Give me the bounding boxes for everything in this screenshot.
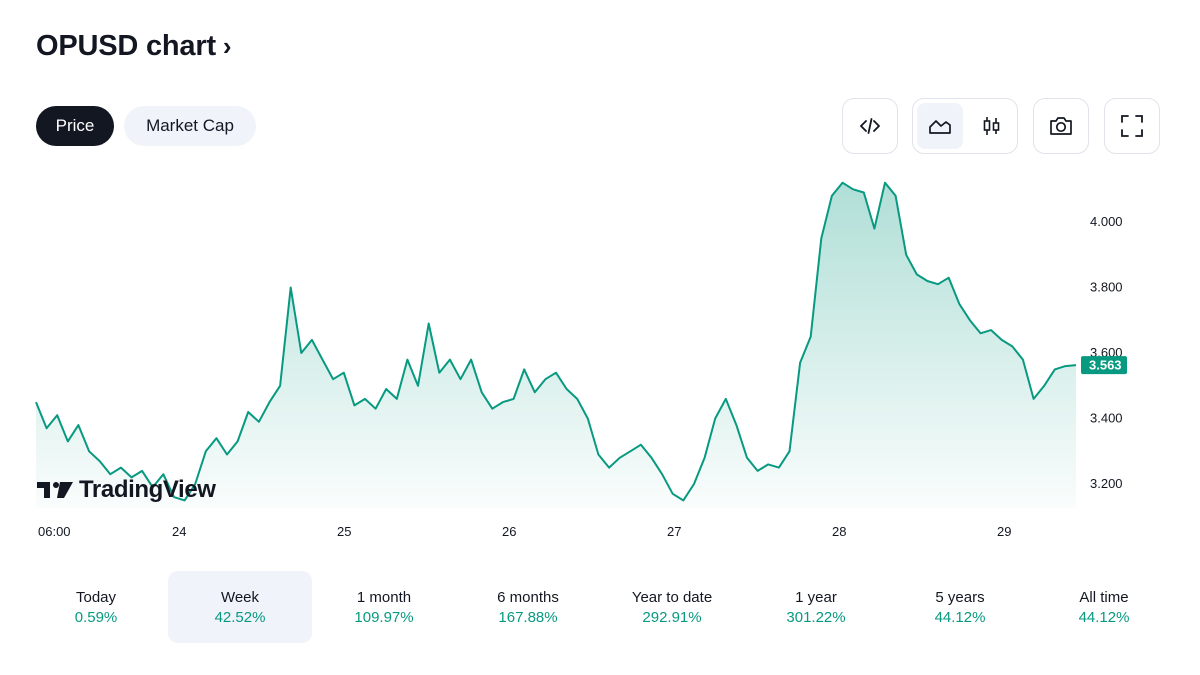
snapshot-button[interactable] bbox=[1033, 98, 1089, 154]
period-change: 44.12% bbox=[1078, 608, 1130, 626]
period-change: 109.97% bbox=[354, 608, 414, 626]
x-tick-label: 06:00 bbox=[38, 524, 71, 539]
x-tick-label: 24 bbox=[172, 524, 186, 539]
period-label: All time bbox=[1079, 588, 1129, 606]
period-label: Today bbox=[75, 588, 117, 606]
x-tick-label: 26 bbox=[502, 524, 516, 539]
period-label: 6 months bbox=[497, 588, 559, 606]
period-change: 167.88% bbox=[498, 608, 558, 626]
tab-price[interactable]: Price bbox=[36, 106, 114, 146]
tradingview-wordmark: TradingView bbox=[79, 476, 216, 503]
price-area-fill bbox=[36, 182, 1076, 508]
area-chart-button[interactable] bbox=[917, 103, 963, 149]
period-today[interactable]: Today 0.59% bbox=[24, 571, 168, 643]
period-change: 42.52% bbox=[214, 608, 266, 626]
period-change: 44.12% bbox=[934, 608, 986, 626]
page-title[interactable]: OPUSD chart › bbox=[36, 30, 232, 63]
y-tick-label: 3.800 bbox=[1090, 280, 1123, 295]
last-price-label: 3.563 bbox=[1089, 358, 1122, 373]
page-title-text[interactable]: OPUSD chart bbox=[36, 30, 216, 62]
tradingview-logo-icon bbox=[37, 482, 73, 498]
x-axis: 06:00 24 25 26 27 28 29 bbox=[38, 524, 1011, 539]
price-line bbox=[35, 181, 1077, 502]
y-tick-label: 3.400 bbox=[1090, 411, 1123, 426]
last-price-tag: 3.563 bbox=[1081, 356, 1127, 375]
period-change: 301.22% bbox=[786, 608, 846, 626]
period-change: 292.91% bbox=[642, 608, 702, 626]
period-5-years[interactable]: 5 years 44.12% bbox=[888, 571, 1032, 643]
period-label: Year to date bbox=[631, 588, 713, 606]
embed-button[interactable] bbox=[842, 98, 898, 154]
fullscreen-button[interactable] bbox=[1104, 98, 1160, 154]
y-tick-label: 4.000 bbox=[1090, 214, 1123, 229]
period-performance-bar: Today 0.59% Week 42.52% 1 month 109.97% … bbox=[24, 571, 1176, 643]
period-year-to-date[interactable]: Year to date 292.91% bbox=[600, 571, 744, 643]
period-all-time[interactable]: All time 44.12% bbox=[1032, 571, 1176, 643]
candlestick-icon bbox=[983, 117, 1000, 135]
area-chart-icon bbox=[929, 120, 951, 134]
tradingview-watermark[interactable]: TradingView bbox=[37, 476, 216, 504]
period-label: 1 year bbox=[795, 588, 837, 606]
chevron-right-icon[interactable]: › bbox=[222, 31, 232, 61]
camera-icon bbox=[1050, 117, 1072, 135]
x-tick-label: 29 bbox=[997, 524, 1011, 539]
period-label: 5 years bbox=[935, 588, 985, 606]
chart-style-group bbox=[912, 98, 1018, 154]
period-week[interactable]: Week 42.52% bbox=[168, 571, 312, 643]
period-change: 0.59% bbox=[74, 608, 118, 626]
x-tick-label: 27 bbox=[667, 524, 681, 539]
candlestick-button[interactable] bbox=[969, 103, 1015, 149]
y-tick-label: 3.200 bbox=[1090, 476, 1123, 491]
fullscreen-icon bbox=[1121, 115, 1143, 137]
period-label: 1 month bbox=[356, 588, 412, 606]
x-tick-label: 25 bbox=[337, 524, 351, 539]
x-tick-label: 28 bbox=[832, 524, 846, 539]
tab-market-cap[interactable]: Market Cap bbox=[124, 106, 256, 146]
period-1-month[interactable]: 1 month 109.97% bbox=[312, 571, 456, 643]
period-label: Week bbox=[220, 588, 260, 606]
period-6-months[interactable]: 6 months 167.88% bbox=[456, 571, 600, 643]
code-embed-icon bbox=[860, 118, 880, 134]
period-1-year[interactable]: 1 year 301.22% bbox=[744, 571, 888, 643]
